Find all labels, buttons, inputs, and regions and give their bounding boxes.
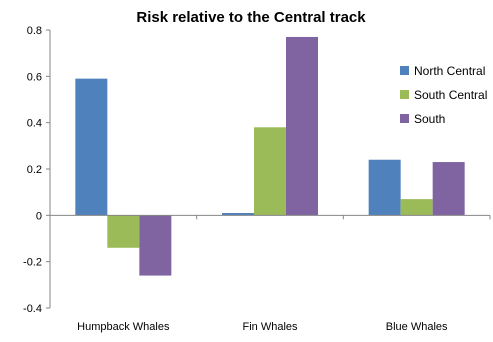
x-category-label: Fin Whales [242,321,298,333]
bar-1-1 [254,127,286,216]
legend-label: South Central [414,88,487,102]
y-tick-label: 0.8 [27,25,42,37]
bar-1-2 [286,36,318,216]
legend: North Central South Central South [400,64,487,126]
bar-2-0 [368,159,401,216]
legend-swatch [400,114,409,123]
plot-area: -0.4 -0.2 0 0.2 0.4 0.6 0.8 Humpback Whales Fin … [23,25,491,333]
chart-title: Risk relative to the Central track [136,9,366,26]
legend-label: North Central [414,64,485,78]
x-category-label: Blue Whales [386,321,448,333]
y-tick-label: -0.4 [23,303,42,315]
bar-2-2 [432,162,465,216]
legend-swatch [400,66,409,75]
legend-swatch [400,90,409,99]
y-tick-label: 0.2 [27,164,42,176]
y-tick-label: 0 [36,210,42,222]
bar-1-0 [222,213,254,216]
bar-0-2 [139,215,172,276]
x-category-label: Humpback Whales [77,321,170,333]
y-tick-label: 0.4 [27,118,42,130]
bar-0-1 [107,215,140,248]
legend-label: South [414,112,445,126]
bar-2-1 [400,199,433,216]
bar-0-0 [75,78,108,216]
y-tick-label: -0.2 [23,257,42,269]
y-tick-label: 0.6 [27,71,42,83]
